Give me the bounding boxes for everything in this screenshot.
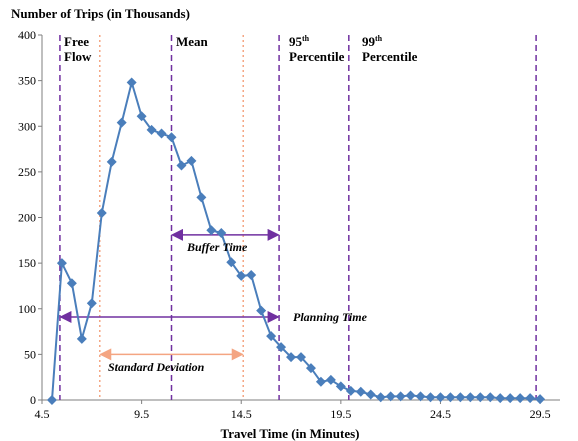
y-tick-label: 0	[30, 393, 36, 407]
x-tick-label: 19.5	[330, 407, 351, 421]
data-point	[325, 374, 336, 385]
data-point	[415, 391, 426, 402]
data-point	[136, 111, 147, 122]
label-95th: 95th	[289, 34, 310, 49]
y-tick-label: 350	[18, 74, 36, 88]
data-point	[515, 393, 526, 404]
data-point	[335, 381, 346, 392]
data-point	[425, 392, 436, 403]
data-point	[435, 392, 446, 403]
data-point	[495, 393, 506, 404]
data-point	[296, 352, 306, 363]
label-95th-number: 95	[289, 34, 303, 49]
annotation-arrows	[59, 228, 280, 361]
data-point	[355, 386, 366, 397]
data-point	[216, 228, 227, 239]
data-point	[236, 270, 247, 281]
data-series	[46, 77, 546, 405]
label-free-flow-line1: Free	[64, 34, 89, 49]
data-point	[76, 333, 87, 344]
data-point	[156, 128, 167, 139]
data-point	[96, 207, 107, 218]
data-point	[535, 394, 546, 405]
y-tick-label: 150	[18, 256, 36, 270]
label-99th: 99th	[362, 34, 383, 49]
x-axis-label: Travel Time (in Minutes)	[220, 426, 359, 441]
data-point	[56, 258, 67, 269]
data-point	[315, 376, 326, 387]
data-point	[226, 257, 237, 268]
data-point	[286, 352, 297, 363]
data-point	[106, 156, 117, 167]
y-tick-label: 200	[18, 211, 36, 225]
data-point	[276, 342, 287, 353]
label-99th-number: 99	[362, 34, 376, 49]
x-tick-label: 24.5	[430, 407, 451, 421]
data-point	[146, 124, 157, 135]
data-point	[385, 391, 396, 402]
data-point	[395, 391, 406, 402]
data-point	[66, 278, 77, 289]
label-planning-time: Planning Time	[293, 310, 368, 324]
label-95th-percentile: Percentile	[289, 49, 345, 64]
label-99th-superscript: th	[375, 34, 383, 43]
data-point	[375, 392, 386, 403]
data-point	[365, 389, 376, 400]
data-point	[126, 77, 137, 88]
data-point	[186, 155, 197, 166]
data-point	[485, 392, 496, 403]
series-line	[51, 78, 541, 401]
data-point	[206, 225, 217, 236]
label-free-flow-line2: Flow	[64, 49, 92, 64]
x-tick-label: 29.5	[530, 407, 551, 421]
label-buffer-time: Buffer Time	[186, 240, 248, 254]
data-point	[455, 392, 466, 403]
y-tick-label: 250	[18, 165, 36, 179]
label-99th-percentile: Percentile	[362, 49, 418, 64]
y-tick-label: 400	[18, 28, 36, 42]
chart-title: Number of Trips (in Thousands)	[11, 6, 190, 21]
y-tick-label: 100	[18, 302, 36, 316]
data-point	[345, 385, 356, 396]
data-point	[405, 390, 416, 401]
data-point	[445, 392, 456, 403]
x-tick-label: 4.5	[35, 407, 50, 421]
data-point	[46, 395, 57, 405]
data-point	[86, 298, 97, 309]
label-standard-deviation: Standard Deviation	[108, 360, 205, 374]
data-point	[166, 132, 177, 143]
label-95th-superscript: th	[302, 34, 310, 43]
x-tick-label: 9.5	[134, 407, 149, 421]
data-point	[196, 192, 207, 203]
data-point	[475, 392, 486, 403]
data-point	[305, 363, 316, 374]
data-point	[246, 269, 257, 280]
data-point	[525, 393, 536, 404]
label-mean: Mean	[176, 34, 209, 49]
data-point	[465, 392, 476, 403]
x-tick-label: 14.5	[231, 407, 252, 421]
data-point	[505, 393, 516, 404]
data-point	[116, 117, 127, 128]
axes: 0 50 100 150 200 250 300 350 400 4.5 9.5 14.5 19.5 24…	[18, 28, 560, 421]
y-tick-label: 300	[18, 119, 36, 133]
data-point	[266, 331, 277, 342]
y-tick-label: 50	[24, 347, 36, 361]
data-point	[176, 160, 187, 171]
data-point	[256, 305, 267, 316]
reference-lines	[59, 35, 537, 400]
